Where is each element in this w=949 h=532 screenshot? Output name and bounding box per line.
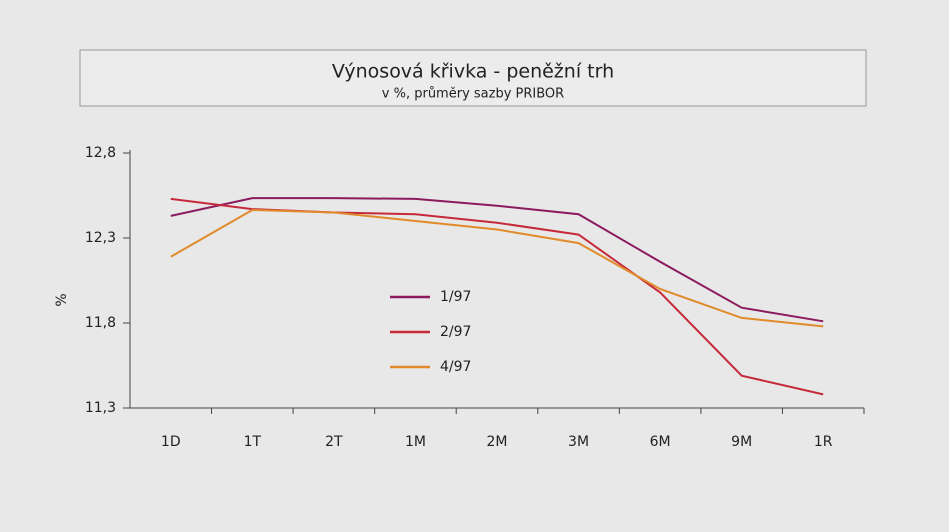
x-tick-label: 9M	[731, 434, 752, 450]
legend-label: 2/97	[440, 324, 471, 340]
x-tick-label: 1T	[244, 434, 262, 450]
x-tick-label: 3M	[568, 434, 589, 450]
x-tick-label: 6M	[650, 434, 671, 450]
y-tick-label: 11,8	[85, 315, 116, 331]
y-axis-label: %	[54, 293, 70, 306]
y-tick-label: 11,3	[85, 400, 116, 416]
legend-label: 4/97	[440, 359, 471, 375]
y-tick-label: 12,3	[85, 230, 116, 246]
x-tick-label: 1R	[814, 434, 833, 450]
y-tick-label: 12,8	[85, 145, 116, 161]
title-box	[79, 49, 867, 107]
series-line	[170, 208, 824, 328]
x-tick-label: 2T	[325, 434, 343, 450]
x-tick-label: 2M	[487, 434, 508, 450]
chart-title: Výnosová křivka - peněžní trh	[332, 61, 614, 83]
x-tick-label: 1D	[161, 434, 181, 450]
chart-subtitle: v %, průměry sazby PRIBOR	[382, 87, 564, 102]
legend-label: 1/97	[440, 289, 471, 305]
series-line	[170, 197, 824, 323]
x-tick-label: 1M	[405, 434, 426, 450]
